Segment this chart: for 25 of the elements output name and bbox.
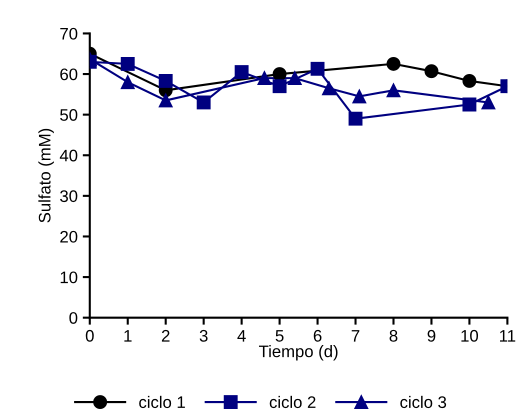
legend-label: ciclo 3: [400, 396, 446, 408]
y-tick-label: 20: [60, 230, 78, 243]
x-tick-label: 2: [162, 330, 170, 342]
x-tick-label: 7: [352, 330, 360, 342]
y-axis-title: Sulfato (mM): [38, 128, 54, 222]
y-tick-label: 70: [60, 28, 78, 40]
y-tick-label: 60: [60, 68, 78, 80]
y-tick-label: 0: [69, 312, 78, 324]
x-tick-label: 9: [428, 330, 436, 342]
x-tick-label: 1: [124, 330, 132, 342]
y-tick-label: 50: [60, 109, 78, 121]
y-tick-label: 40: [60, 150, 78, 162]
y-tick-label: 30: [60, 190, 78, 202]
x-tick-label: 3: [200, 330, 208, 342]
legend-label: ciclo 2: [270, 396, 316, 408]
y-tick-label: 10: [60, 271, 78, 284]
x-tick-label: 6: [314, 330, 322, 342]
legend-label: ciclo 1: [139, 396, 185, 408]
x-tick-label: 10: [461, 330, 478, 342]
x-tick-label: 4: [237, 330, 246, 342]
x-tick-label: 5: [276, 330, 284, 342]
x-tick-label: 0: [86, 330, 94, 342]
x-tick-label: 8: [390, 330, 398, 342]
x-tick-label: 11: [500, 330, 516, 342]
x-axis-title: Tiempo (d): [258, 345, 338, 361]
